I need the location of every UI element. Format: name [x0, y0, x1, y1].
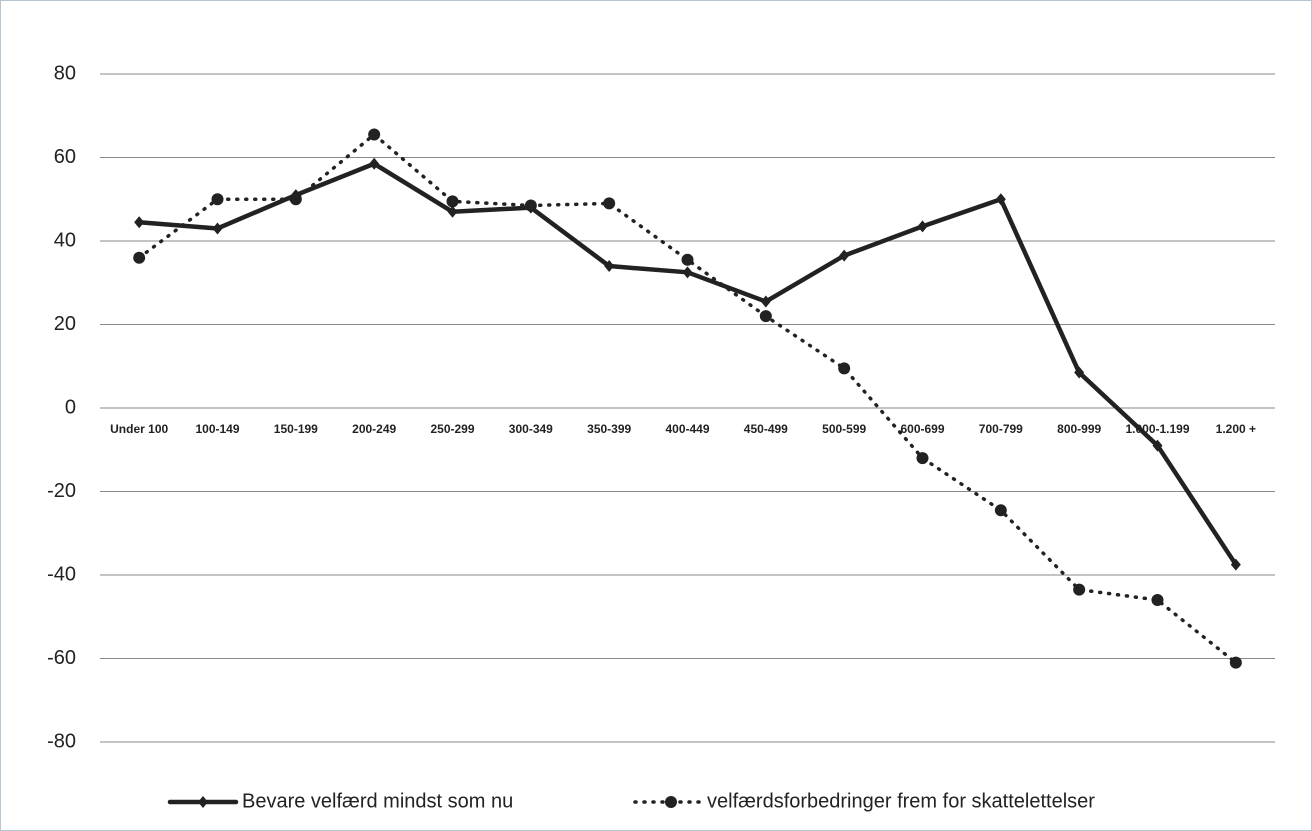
legend-marker: [665, 796, 677, 808]
data-point: [604, 260, 615, 273]
data-point: [760, 295, 771, 308]
data-point: [1151, 594, 1164, 607]
y-tick-label: 0: [65, 396, 76, 418]
data-point: [995, 193, 1006, 206]
y-tick-label: -40: [47, 563, 76, 585]
x-tick-label: 200-249: [352, 422, 396, 436]
x-tick-label: 400-449: [665, 422, 709, 436]
y-tick-label: 40: [54, 229, 76, 251]
data-point: [446, 195, 459, 208]
data-point: [1229, 656, 1242, 669]
data-point: [133, 251, 146, 264]
data-point: [369, 157, 380, 170]
x-tick-label: 800-999: [1057, 422, 1101, 436]
x-tick-label: 1.200 +: [1216, 422, 1256, 436]
data-point: [1073, 583, 1086, 596]
x-tick-label: Under 100: [110, 422, 168, 436]
data-point: [368, 128, 381, 141]
data-point: [1230, 558, 1241, 571]
data-point: [682, 266, 693, 279]
legend-label: velfærdsforbedringer frem for skattelett…: [707, 790, 1095, 812]
y-tick-label: 60: [54, 146, 76, 168]
data-point: [681, 253, 694, 266]
data-point: [447, 205, 458, 218]
data-point: [289, 193, 302, 206]
x-tick-label: 600-699: [900, 422, 944, 436]
data-point: [603, 197, 616, 210]
data-point: [916, 452, 929, 465]
x-tick-label: 350-399: [587, 422, 631, 436]
data-point: [1152, 439, 1163, 452]
x-tick-label: 100-149: [195, 422, 239, 436]
y-tick-label: -80: [47, 730, 76, 752]
y-tick-label: 80: [54, 62, 76, 84]
legend-marker: [198, 796, 208, 808]
legend-label: Bevare velfærd mindst som nu: [242, 790, 513, 812]
x-tick-label: 700-799: [979, 422, 1023, 436]
data-point: [838, 362, 851, 375]
data-point: [524, 199, 537, 212]
data-point: [134, 216, 145, 229]
y-tick-label: 20: [54, 313, 76, 335]
data-point: [1074, 366, 1085, 379]
x-tick-label: 300-349: [509, 422, 553, 436]
data-point: [917, 220, 928, 233]
x-tick-label: 150-199: [274, 422, 318, 436]
data-point: [839, 249, 850, 262]
data-point: [212, 222, 223, 235]
x-tick-label: 250-299: [430, 422, 474, 436]
y-tick-label: -20: [47, 480, 76, 502]
x-tick-label: 450-499: [744, 422, 788, 436]
data-point: [211, 193, 224, 206]
x-tick-label: 500-599: [822, 422, 866, 436]
data-point: [994, 504, 1007, 517]
y-tick-label: -60: [47, 647, 76, 669]
data-point: [759, 310, 772, 323]
